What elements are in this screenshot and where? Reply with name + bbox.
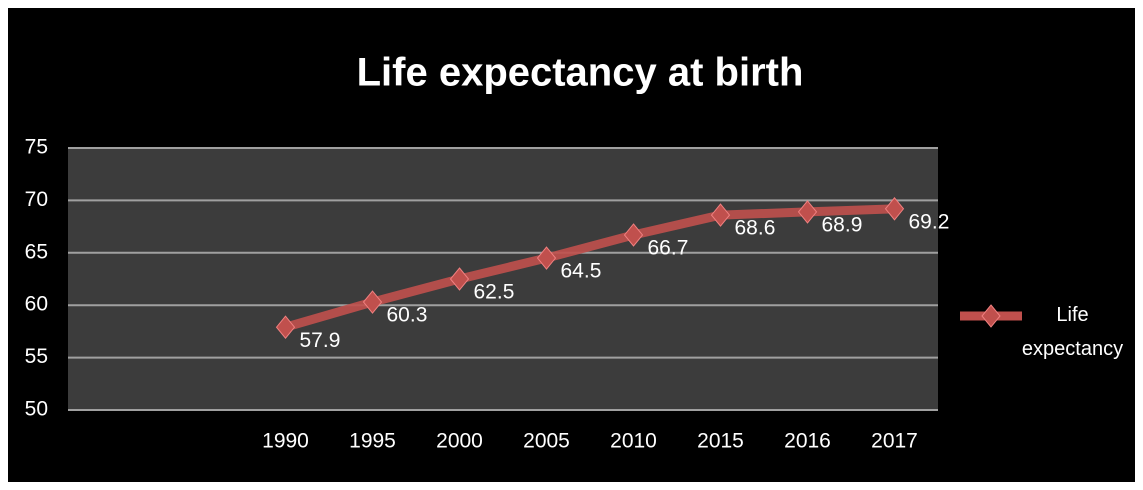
legend-label: Life expectancy — [1021, 304, 1124, 360]
plot-area — [68, 148, 938, 410]
marker — [981, 304, 1001, 328]
data-label: 62.5 — [474, 281, 515, 304]
data-label: 68.9 — [822, 213, 863, 236]
data-label: 66.7 — [648, 237, 689, 260]
x-tick-label: 2000 — [436, 430, 483, 453]
marker — [362, 290, 383, 314]
x-tick-label: 2010 — [610, 430, 657, 453]
x-tick-label: 2005 — [523, 430, 570, 453]
chart-title: Life expectancy at birth — [357, 51, 804, 95]
x-tick-label: 2016 — [784, 430, 831, 453]
y-tick-label: 70 — [25, 188, 48, 211]
x-tick-label: 1995 — [349, 430, 396, 453]
y-tick-label: 60 — [25, 293, 48, 316]
y-tick-label: 50 — [25, 398, 48, 421]
data-label: 68.6 — [735, 217, 776, 240]
x-tick-label: 1990 — [262, 430, 309, 453]
y-tick-label: 55 — [25, 345, 48, 368]
marker — [449, 267, 470, 291]
y-tick-label: 75 — [25, 136, 48, 159]
data-label: 69.2 — [909, 210, 950, 233]
marker — [797, 200, 818, 224]
x-tick-label: 2015 — [697, 430, 744, 453]
data-label: 57.9 — [300, 329, 341, 352]
y-tick-label: 65 — [25, 240, 48, 263]
marker — [884, 196, 905, 221]
marker — [536, 246, 557, 270]
data-label: 60.3 — [387, 304, 428, 327]
series-line — [284, 204, 895, 332]
marker — [623, 223, 644, 247]
data-label: 64.5 — [561, 260, 602, 283]
marker — [275, 315, 296, 339]
x-tick-label: 2017 — [871, 430, 918, 453]
marker — [710, 203, 731, 227]
